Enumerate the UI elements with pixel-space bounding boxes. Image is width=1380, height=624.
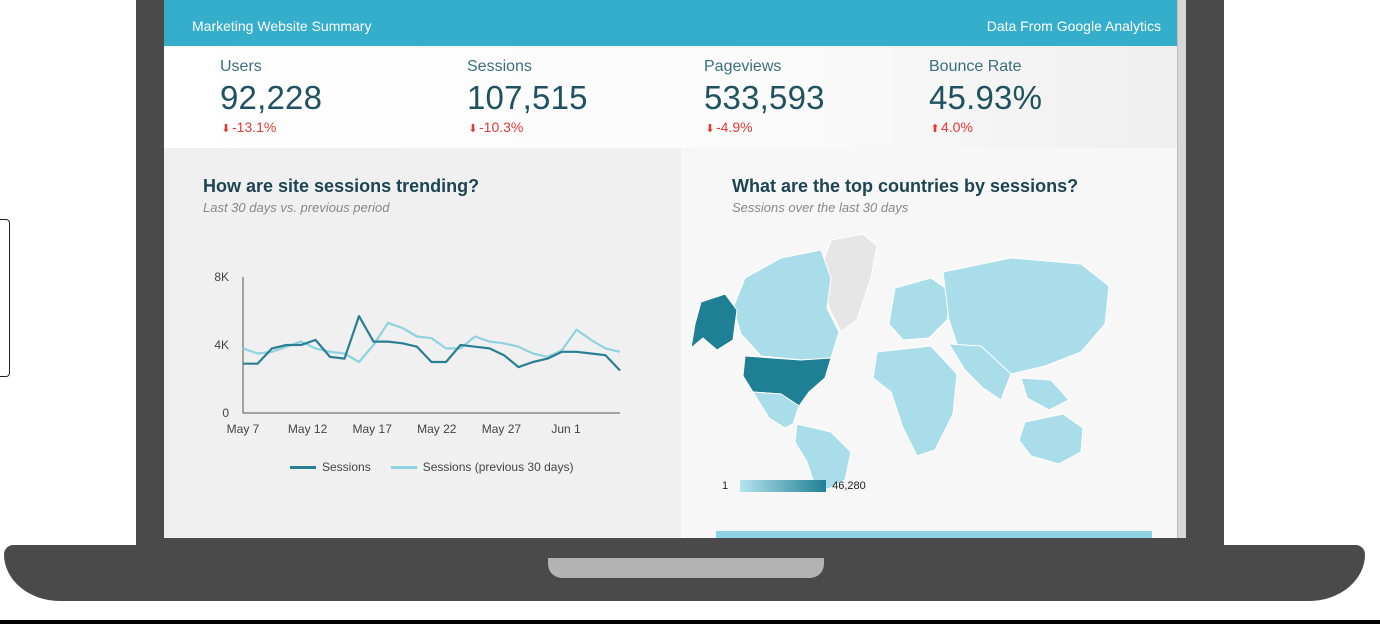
header-banner: Marketing Website Summary Data From Goog… [164,0,1177,46]
report-title: Marketing Website Summary [192,18,372,34]
countries-title: What are the top countries by sessions? [732,176,1079,196]
dashboard-screen: Marketing Website Summary Data From Goog… [164,0,1184,538]
arrow-down-icon: ⬇ [468,123,478,135]
scale-gradient [740,480,827,492]
alaska-region [690,293,738,351]
kpi-label: Users [220,58,262,75]
side-tab [0,219,10,377]
x-tick-label: May 27 [482,422,522,436]
scale-min: 1 [722,480,729,492]
y-tick-label: 0 [222,406,229,420]
x-tick-label: May 12 [288,422,328,436]
scale-max: 46,280 [832,480,866,492]
countries-subtitle: Sessions over the last 30 days [732,200,909,215]
australia-region [1018,413,1084,465]
data-source-label: Data From Google Analytics [986,18,1161,34]
kpi-sessions: Sessions 107,515 ⬇-10.3% [467,58,588,135]
kpi-pageviews: Pageviews 533,593 ⬇-4.9% [704,58,825,135]
southeast-asia-region [1020,377,1070,411]
kpi-delta: ⬆4.0% [930,119,973,135]
south-asia-region [948,343,1012,401]
arrow-down-icon: ⬇ [221,123,231,135]
trend-title: How are site sessions trending? [203,176,480,196]
x-tick-label: May 22 [417,422,457,436]
x-tick-label: May 7 [227,422,260,436]
asia-region [942,257,1110,375]
kpi-label: Pageviews [704,58,782,75]
south-america-region [794,423,852,488]
arrow-up-icon: ⬆ [930,123,940,135]
y-tick-label: 4K [214,338,229,352]
kpi-value: 45.93% [929,79,1043,116]
countries-panel: What are the top countries by sessions? … [681,148,1177,538]
europe-region [888,277,952,341]
y-tick-label: 8K [214,270,229,284]
laptop-notch [548,558,824,578]
kpi-value: 533,593 [704,79,825,116]
kpi-users: Users 92,228 ⬇-13.1% [220,58,322,135]
kpi-delta: ⬇-10.3% [468,119,524,135]
kpi-label: Sessions [467,58,532,75]
trend-subtitle: Last 30 days vs. previous period [203,200,390,215]
kpi-bounce-rate: Bounce Rate 45.93% ⬆4.0% [929,58,1042,135]
arrow-down-icon: ⬇ [705,123,715,135]
kpi-delta: ⬇-13.1% [221,119,277,135]
mexico-region [752,391,800,429]
sessions-trend-panel: How are site sessions trending? Last 30 … [164,148,681,538]
africa-region [872,345,958,457]
legend-sessions: Sessions [290,460,371,474]
usa-region [742,355,832,407]
legend-previous: Sessions (previous 30 days) [390,460,573,474]
chart-legend: Sessions Sessions (previous 30 days) [290,460,593,474]
table-header-strip [716,531,1152,538]
screen-edge [1177,0,1186,538]
sessions-line-chart: 0 4K 8K May 7 May 12 May 17 May 22 May 27 Jun 1 [214,270,621,436]
x-tick-label: Jun 1 [551,422,581,436]
base-shadow [0,620,1380,624]
kpi-value: 107,515 [467,79,588,116]
kpi-delta: ⬇-4.9% [705,119,753,135]
kpi-value: 92,228 [220,79,323,116]
kpi-label: Bounce Rate [929,58,1022,75]
canada-region [732,249,840,361]
map-color-scale: 1 46,280 [722,480,866,492]
sessions-line [243,314,621,372]
kpi-strip: Users 92,228 ⬇-13.1% Sessions 107,515 ⬇-… [164,46,1177,148]
x-tick-label: May 17 [353,422,393,436]
world-map[interactable] [681,228,1177,488]
previous-sessions-line [242,321,621,364]
